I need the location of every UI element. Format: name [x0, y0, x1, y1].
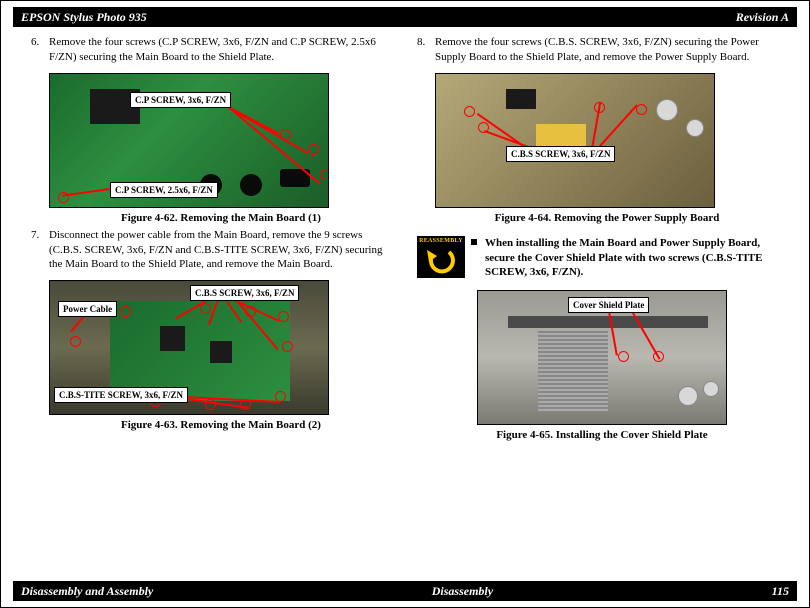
figure-4-62: C.P SCREW, 3x6, F/ZN C.P SCREW, 2.5x6, F…	[49, 73, 393, 224]
figure-image: Power Cable C.B.S SCREW, 3x6, F/ZN C.B.S…	[49, 280, 329, 415]
figure-image: Cover Shield Plate	[477, 290, 727, 425]
callout-cbs-tite: C.B.S-TITE SCREW, 3x6, F/ZN	[54, 387, 188, 403]
figure-caption: Figure 4-65. Installing the Cover Shield…	[477, 429, 727, 441]
figure-4-64: C.B.S SCREW, 3x6, F/ZN Figure 4-64. Remo…	[435, 73, 779, 224]
footer-chapter: Disassembly and Assembly	[21, 584, 153, 599]
figure-caption: Figure 4-63. Removing the Main Board (2)	[49, 419, 393, 431]
page-footer: Disassembly and Assembly Disassembly 115	[13, 581, 797, 601]
figure-4-63: Power Cable C.B.S SCREW, 3x6, F/ZN C.B.S…	[49, 280, 393, 431]
left-column: 6. Remove the four screws (C.P SCREW, 3x…	[31, 35, 393, 573]
reassembly-note: REASSEMBLY When installing the Main Boar…	[417, 236, 779, 281]
step-7: 7. Disconnect the power cable from the M…	[31, 228, 393, 273]
callout-cp-25x6: C.P SCREW, 2.5x6, F/ZN	[110, 182, 218, 198]
figure-4-65: Cover Shield Plate Figure 4-65. Installi…	[477, 290, 779, 441]
header-title: EPSON Stylus Photo 935	[21, 10, 147, 25]
callout-cbs-3x6: C.B.S SCREW, 3x6, F/ZN	[190, 285, 299, 301]
footer-section: Disassembly	[432, 584, 493, 599]
manual-page: EPSON Stylus Photo 935 Revision A 6. Rem…	[0, 0, 810, 608]
note-text: When installing the Main Board and Power…	[473, 236, 779, 281]
figure-caption: Figure 4-64. Removing the Power Supply B…	[435, 212, 779, 224]
header-revision: Revision A	[736, 10, 789, 25]
right-column: 8. Remove the four screws (C.B.S. SCREW,…	[417, 35, 779, 573]
callout-cp-3x6: C.P SCREW, 3x6, F/ZN	[130, 92, 231, 108]
page-header: EPSON Stylus Photo 935 Revision A	[13, 7, 797, 27]
figure-image: C.B.S SCREW, 3x6, F/ZN	[435, 73, 715, 208]
step-number: 6.	[31, 35, 49, 65]
callout-cbs-3x6: C.B.S SCREW, 3x6, F/ZN	[506, 146, 615, 162]
step-number: 8.	[417, 35, 435, 65]
step-6: 6. Remove the four screws (C.P SCREW, 3x…	[31, 35, 393, 65]
step-number: 7.	[31, 228, 49, 273]
page-content: 6. Remove the four screws (C.P SCREW, 3x…	[31, 35, 779, 573]
reassembly-icon: REASSEMBLY	[417, 236, 465, 278]
callout-power-cable: Power Cable	[58, 301, 117, 317]
callout-cover-shield: Cover Shield Plate	[568, 297, 649, 313]
figure-caption: Figure 4-62. Removing the Main Board (1)	[49, 212, 393, 224]
step-text: Disconnect the power cable from the Main…	[49, 228, 393, 273]
footer-page: 115	[772, 584, 789, 599]
step-8: 8. Remove the four screws (C.B.S. SCREW,…	[417, 35, 779, 65]
figure-image: C.P SCREW, 3x6, F/ZN C.P SCREW, 2.5x6, F…	[49, 73, 329, 208]
bullet-icon	[471, 239, 477, 245]
step-text: Remove the four screws (C.B.S. SCREW, 3x…	[435, 35, 779, 65]
step-text: Remove the four screws (C.P SCREW, 3x6, …	[49, 35, 393, 65]
icon-label: REASSEMBLY	[417, 238, 465, 244]
reassembly-arrow-icon	[423, 248, 459, 274]
